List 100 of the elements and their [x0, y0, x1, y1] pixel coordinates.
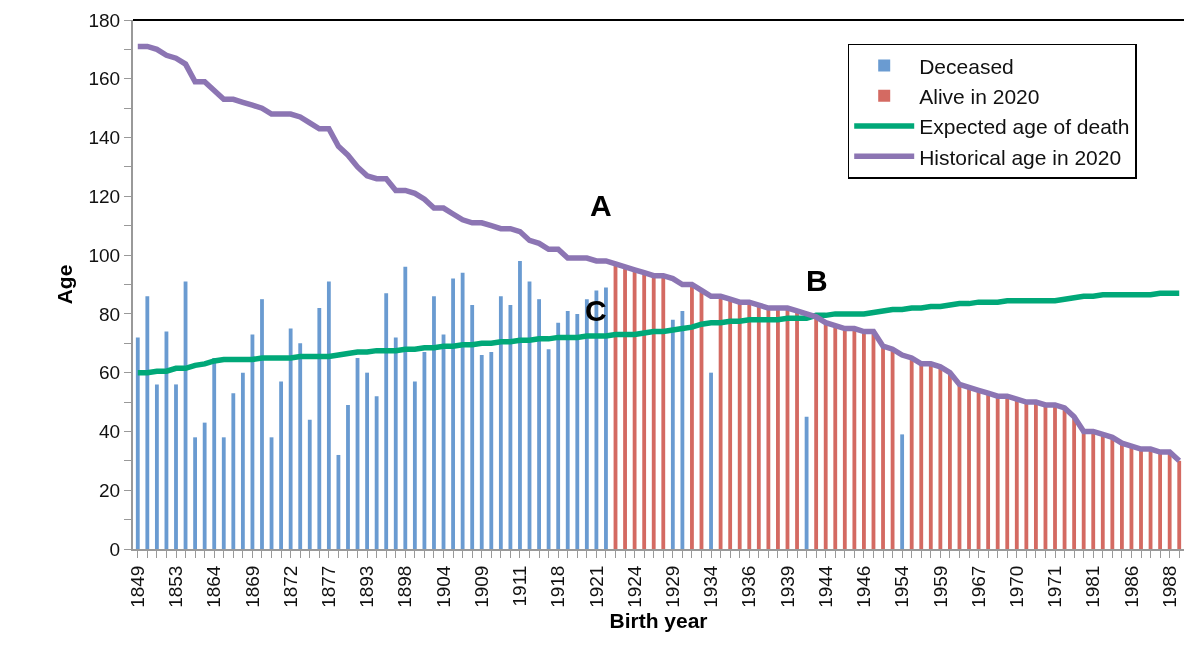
- bar: [518, 260, 522, 549]
- bar: [766, 308, 771, 549]
- y-tick-label: 0: [109, 538, 121, 560]
- bar: [412, 381, 417, 549]
- y-axis-title: Age: [53, 264, 77, 305]
- bar: [460, 272, 465, 549]
- bar: [1024, 402, 1029, 549]
- bar: [690, 284, 694, 549]
- bar: [1119, 443, 1124, 549]
- bar: [1100, 434, 1105, 549]
- bar: [479, 355, 484, 549]
- bar: [154, 384, 159, 549]
- bar: [432, 296, 436, 549]
- x-tick-label: 1986: [1120, 565, 1142, 608]
- bar: [451, 278, 455, 549]
- bar: [1072, 416, 1077, 549]
- bar: [1167, 452, 1172, 549]
- bar: [1139, 449, 1143, 549]
- bar: [804, 416, 809, 549]
- bar: [384, 293, 389, 549]
- bar: [307, 419, 312, 549]
- bar: [718, 296, 723, 549]
- x-tick-label: 1918: [547, 565, 569, 608]
- bar: [374, 396, 379, 549]
- x-tick-label: 1872: [279, 565, 301, 608]
- bar: [298, 343, 303, 549]
- bar: [680, 310, 685, 549]
- bar: [747, 302, 752, 549]
- x-tick-label: 1954: [891, 565, 913, 608]
- bar: [909, 357, 914, 549]
- bar: [1033, 402, 1038, 549]
- bar: [756, 305, 761, 549]
- bar: [470, 305, 475, 549]
- x-tick-label: 1971: [1044, 565, 1066, 608]
- bar: [231, 393, 236, 549]
- bar: [881, 346, 885, 549]
- y-tick-label: 40: [99, 421, 121, 443]
- annotation: B: [806, 264, 828, 297]
- bar: [489, 352, 494, 549]
- x-tick-label: 1936: [738, 565, 760, 608]
- y-tick-label: 120: [88, 185, 121, 207]
- y-tick-label: 100: [88, 244, 121, 266]
- y-tick-label: 60: [99, 362, 121, 384]
- bar: [174, 384, 178, 549]
- bar: [393, 337, 398, 549]
- x-tick-label: 1934: [700, 565, 722, 608]
- bar: [565, 310, 570, 549]
- x-tick-label: 1893: [356, 565, 378, 608]
- bar: [365, 372, 369, 549]
- x-tick-label: 1869: [241, 565, 263, 608]
- y-tick-label: 20: [99, 479, 121, 501]
- bar: [135, 337, 140, 549]
- x-tick-label: 1909: [470, 565, 492, 608]
- bar: [661, 275, 666, 549]
- bar: [317, 308, 322, 549]
- bar: [995, 396, 1000, 549]
- bar: [938, 366, 943, 549]
- x-tick-label: 1946: [853, 565, 875, 608]
- bar: [919, 363, 924, 549]
- bar: [260, 299, 264, 549]
- bar: [508, 305, 513, 549]
- x-tick-label: 1864: [203, 565, 225, 608]
- bar: [498, 296, 503, 549]
- bar: [1091, 431, 1096, 549]
- bar: [890, 349, 895, 549]
- x-tick-label: 1904: [432, 565, 454, 608]
- x-tick-label: 1924: [623, 565, 645, 608]
- legend-label: Expected age of death: [919, 115, 1130, 139]
- x-tick-label: 1911: [509, 565, 531, 607]
- x-tick-label: 1877: [318, 565, 340, 608]
- legend-label: Alive in 2020: [919, 84, 1040, 108]
- bar: [1110, 437, 1115, 549]
- bar: [862, 331, 866, 549]
- x-tick-label: 1853: [165, 565, 187, 608]
- bar: [193, 437, 198, 549]
- legend-label: Historical age in 2020: [919, 145, 1122, 169]
- bar: [556, 322, 561, 549]
- bar: [967, 387, 971, 549]
- x-axis-title: Birth year: [609, 608, 708, 632]
- y-tick-label: 140: [88, 127, 121, 149]
- bar: [842, 328, 847, 549]
- bar: [642, 272, 647, 549]
- bar: [537, 299, 541, 549]
- y-tick-label: 160: [88, 68, 121, 90]
- bar: [221, 437, 226, 549]
- bar: [632, 269, 637, 549]
- annotation: C: [585, 294, 607, 327]
- bar: [1158, 452, 1163, 549]
- bar: [212, 357, 217, 549]
- bar: [1177, 460, 1182, 549]
- bar: [623, 266, 627, 549]
- x-tick-label: 1967: [967, 565, 989, 608]
- x-tick-label: 1959: [929, 565, 951, 608]
- bar: [852, 328, 857, 549]
- bar: [728, 299, 733, 549]
- bar: [833, 325, 838, 549]
- bar: [737, 302, 742, 549]
- bar: [403, 266, 408, 549]
- bar: [279, 381, 284, 549]
- y-tick-label: 80: [99, 303, 121, 325]
